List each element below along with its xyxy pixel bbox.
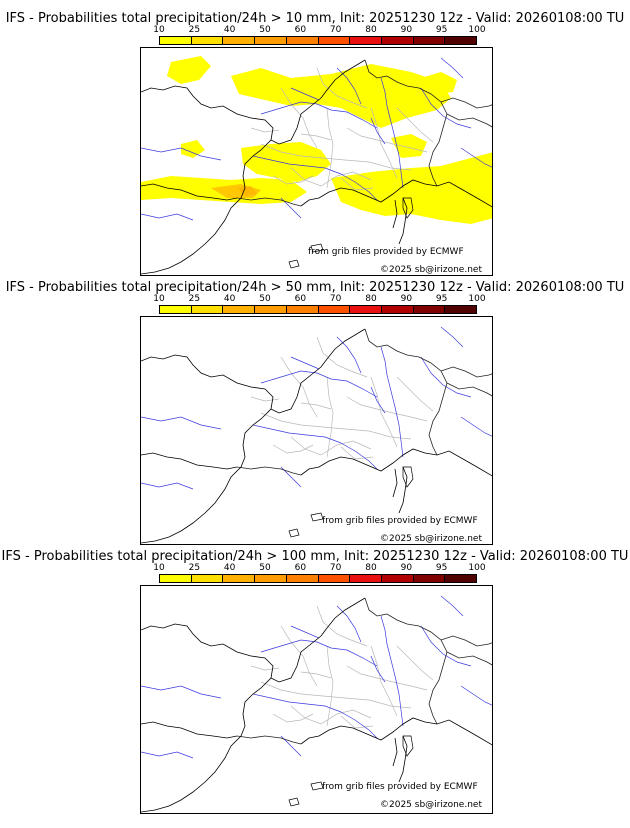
colorbar-tick-label: 80 — [365, 294, 377, 304]
copyright-credit: ©2025 sb@irizone.net — [380, 800, 482, 810]
colorbar-tick-label: 60 — [294, 25, 307, 35]
colorbar-tick-label: 10 — [153, 25, 165, 35]
colorbar-tick-label: 95 — [435, 294, 448, 304]
colorbar-swatch — [223, 575, 256, 582]
colorbar-swatch — [255, 306, 287, 313]
map-area — [140, 316, 493, 545]
colorbar-swatch — [223, 37, 256, 44]
colorbar-swatch — [318, 575, 351, 582]
colorbar-tick-label: 95 — [435, 25, 448, 35]
colorbar-tick-label: 50 — [259, 25, 271, 35]
map-svg — [141, 326, 492, 544]
colorbar-swatch — [318, 306, 351, 313]
colorbar-tick-label: 60 — [294, 563, 307, 573]
panel-title: IFS - Probabilities total precipitation/… — [1, 549, 629, 564]
colorbar-swatch — [160, 306, 192, 313]
colorbar-swatch — [191, 575, 224, 582]
colorbar-tick-label: 25 — [188, 294, 201, 304]
colorbar-swatch — [445, 575, 477, 582]
colorbar-swatch — [445, 37, 477, 44]
map-area — [140, 585, 493, 814]
colorbar — [159, 305, 477, 314]
map-svg — [141, 56, 492, 275]
map-svg — [141, 595, 492, 813]
geography — [141, 326, 492, 544]
colorbar-swatch — [160, 37, 192, 44]
copyright-credit: ©2025 sb@irizone.net — [380, 265, 482, 275]
colorbar-swatch — [413, 575, 446, 582]
precip-area — [241, 142, 331, 182]
precip-area-high — [237, 186, 257, 196]
map-panel-100mm: IFS - Probabilities total precipitation/… — [0, 538, 630, 814]
map-panel-50mm: IFS - Probabilities total precipitation/… — [0, 269, 630, 545]
geography — [141, 57, 492, 275]
colorbar-swatch — [160, 575, 192, 582]
colorbar-tick-label: 70 — [329, 563, 342, 573]
colorbar-tick-label: 70 — [329, 294, 342, 304]
colorbar-swatch — [413, 37, 446, 44]
colorbar-swatch — [255, 575, 287, 582]
colorbar-swatch — [286, 306, 319, 313]
colorbar — [159, 574, 477, 583]
panel-title: IFS - Probabilities total precipitation/… — [5, 11, 625, 26]
colorbar — [159, 36, 477, 45]
precip-area — [231, 64, 451, 128]
colorbar-swatch — [223, 306, 256, 313]
colorbar-swatch — [191, 37, 224, 44]
precip-area — [331, 152, 492, 224]
colorbar-tick-label: 50 — [259, 563, 271, 573]
precip-area — [421, 72, 457, 94]
precip-overlay — [141, 56, 492, 224]
colorbar-swatch — [381, 306, 414, 313]
panel-title: IFS - Probabilities total precipitation/… — [5, 280, 625, 295]
colorbar-swatch — [286, 37, 319, 44]
colorbar-ticks: 10 25 40 50 60 70 80 90 95 100 — [153, 563, 485, 574]
colorbar-tick-label: 90 — [400, 563, 413, 573]
colorbar-swatch — [445, 306, 477, 313]
colorbar-swatch — [191, 306, 224, 313]
precip-area — [181, 140, 205, 158]
colorbar-tick-label: 70 — [329, 25, 342, 35]
copyright-credit: ©2025 sb@irizone.net — [380, 534, 482, 544]
colorbar-swatch — [350, 306, 382, 313]
colorbar-tick-label: 50 — [259, 294, 271, 304]
map-area — [140, 47, 493, 276]
colorbar-tick-label: 10 — [153, 563, 165, 573]
colorbar-tick-label: 60 — [294, 294, 307, 304]
source-credit: from grib files provided by ECMWF — [322, 782, 478, 792]
source-credit: from grib files provided by ECMWF — [308, 247, 464, 257]
precip-area — [391, 134, 427, 158]
colorbar-tick-label: 40 — [223, 563, 236, 573]
colorbar-swatch — [318, 37, 351, 44]
colorbar-tick-label: 25 — [188, 25, 201, 35]
colorbar-tick-label: 10 — [153, 294, 165, 304]
colorbar-tick-label: 100 — [468, 563, 486, 573]
source-credit: from grib files provided by ECMWF — [322, 516, 478, 526]
colorbar-tick-label: 100 — [468, 25, 486, 35]
colorbar-swatch — [255, 37, 287, 44]
colorbar-tick-label: 25 — [188, 563, 201, 573]
precip-area — [167, 56, 211, 84]
colorbar-tick-label: 90 — [400, 294, 413, 304]
colorbar-tick-label: 80 — [365, 563, 377, 573]
map-panel-10mm: IFS - Probabilities total precipitation/… — [0, 0, 630, 276]
colorbar-swatch — [350, 37, 382, 44]
colorbar-tick-label: 100 — [468, 294, 486, 304]
colorbar-swatch — [413, 306, 446, 313]
colorbar-ticks: 10 25 40 50 60 70 80 90 95 100 — [153, 25, 485, 36]
colorbar-tick-label: 40 — [223, 294, 236, 304]
colorbar-tick-label: 80 — [365, 25, 377, 35]
colorbar-swatch — [350, 575, 382, 582]
colorbar-swatch — [286, 575, 319, 582]
colorbar-tick-label: 90 — [400, 25, 413, 35]
geography — [141, 595, 492, 813]
colorbar-swatch — [381, 37, 414, 44]
colorbar-ticks: 10 25 40 50 60 70 80 90 95 100 — [153, 294, 485, 305]
colorbar-tick-label: 95 — [435, 563, 448, 573]
colorbar-swatch — [381, 575, 414, 582]
colorbar-tick-label: 40 — [223, 25, 236, 35]
